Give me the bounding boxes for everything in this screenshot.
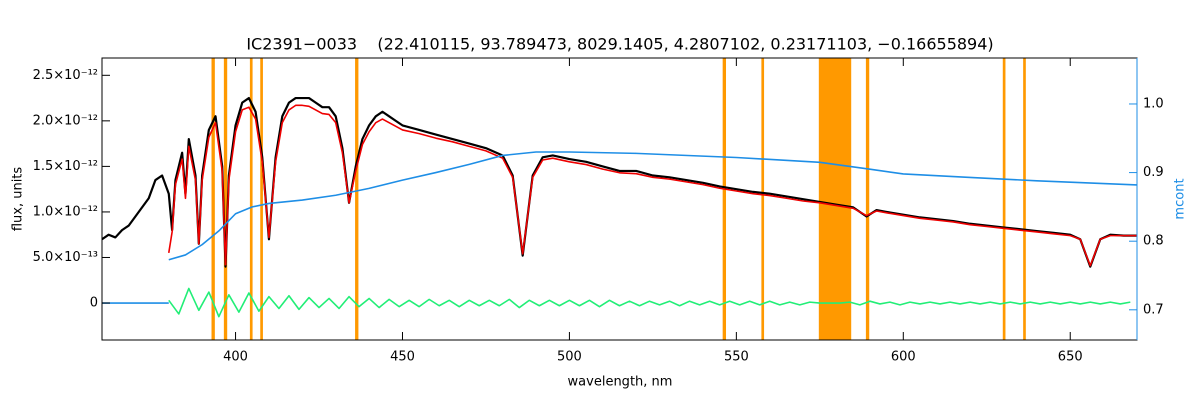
x-axis-label: wavelength, nm: [568, 375, 673, 390]
masked-band: [761, 58, 765, 340]
y-tick-label: 1.5×10⁻¹²: [33, 159, 98, 174]
y2-tick-label: 1.0: [1143, 96, 1164, 111]
x-tick-label: 400: [223, 350, 248, 365]
x-tick-label: 600: [891, 350, 916, 365]
y-tick-label: 1.0×10⁻¹²: [33, 204, 98, 219]
masked-band: [818, 58, 852, 340]
y2-axis-label: mcont: [1173, 178, 1188, 219]
plot-frame: [101, 57, 1138, 341]
x-tick-label: 650: [1058, 350, 1083, 365]
y2-tick-label: 0.9: [1143, 165, 1164, 180]
series-line: [168, 287, 1131, 318]
masked-band: [223, 58, 228, 340]
masked-band: [260, 58, 263, 340]
y-tick-label: 5.0×10⁻¹³: [33, 250, 98, 265]
y2-tick-label: 0.7: [1143, 302, 1164, 317]
y2-tick-label: 0.8: [1143, 234, 1164, 249]
masked-band: [865, 58, 870, 340]
masked-band: [722, 58, 727, 340]
masked-band: [1002, 58, 1006, 340]
masked-band: [211, 58, 215, 340]
series-line: [167, 104, 1137, 267]
masked-band: [355, 58, 359, 340]
x-tick-label: 450: [390, 350, 415, 365]
x-tick-label: 550: [724, 350, 749, 365]
y-tick-label: 2.5×10⁻¹²: [33, 68, 98, 83]
x-tick-label: 500: [557, 350, 582, 365]
y-tick-label: 0: [90, 296, 98, 311]
y-axis-label: flux, units: [11, 167, 26, 232]
series-line: [168, 151, 1138, 261]
series-line: [101, 96, 1137, 268]
masked-band: [249, 58, 253, 340]
y-tick-label: 2.0×10⁻¹²: [33, 113, 98, 128]
masked-band: [1023, 58, 1026, 340]
chart-title: IC2391−0033 (22.410115, 93.789473, 8029.…: [246, 35, 993, 54]
